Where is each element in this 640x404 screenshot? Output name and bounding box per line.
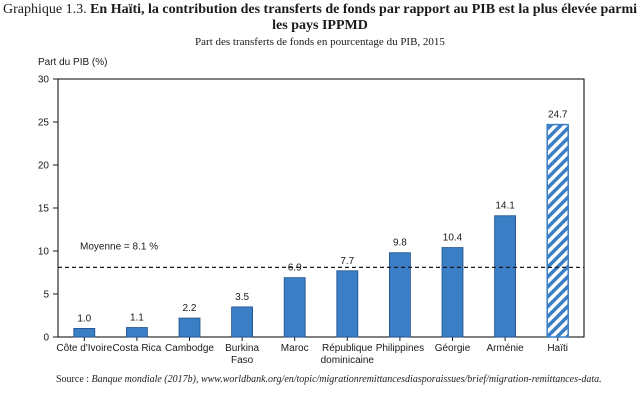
data-label: 3.5	[235, 292, 249, 303]
x-tick-label-line: Géorgie	[435, 343, 471, 354]
bar	[178, 317, 201, 338]
x-tick-label: Haïti	[547, 343, 568, 354]
x-tick-label-line: Maroc	[281, 343, 309, 354]
y-tick-label: 30	[38, 75, 50, 86]
x-tick-label: Géorgie	[435, 343, 471, 354]
data-label: 24.7	[548, 110, 568, 121]
data-label: 10.4	[443, 233, 463, 244]
source-label: Source :	[56, 374, 90, 385]
x-tick-label: Cambodge	[165, 343, 214, 354]
x-tick-label: Côte d'Ivoire	[56, 343, 112, 354]
bar-highlight	[546, 123, 569, 338]
y-tick-label: 15	[38, 204, 50, 215]
x-tick-label: Maroc	[281, 343, 309, 354]
data-label: 2.2	[183, 303, 197, 314]
source-text: Banque mondiale (2017b), www.worldbank.o…	[91, 374, 602, 385]
source-note: Source : Banque mondiale (2017b), www.wo…	[56, 373, 616, 386]
data-label: 14.1	[495, 201, 515, 212]
average-label: Moyenne = 8.1 %	[80, 241, 158, 252]
bar	[336, 270, 359, 338]
y-tick-label: 10	[38, 247, 50, 258]
y-tick-label: 25	[38, 118, 50, 129]
bar	[441, 247, 464, 338]
x-tick-label-line: Philippines	[376, 343, 424, 354]
data-label: 1.0	[77, 313, 91, 324]
x-tick-label: Arménie	[486, 343, 524, 354]
chart-subtitle: Part des transferts de fonds en pourcent…	[195, 36, 445, 48]
data-label: 9.8	[393, 238, 407, 249]
x-tick-label-line: Cambodge	[165, 343, 214, 354]
x-tick-label: Burkina Faso	[225, 343, 259, 366]
y-axis-label: Part du PIB (%)	[38, 57, 107, 68]
x-tick-label-line: Haïti	[547, 343, 568, 354]
data-label: 6.9	[288, 263, 302, 274]
x-tick-label-line: Arménie	[486, 343, 524, 354]
bar	[388, 252, 411, 338]
y-tick-label: 0	[43, 333, 49, 344]
chart-title-text: En Haïti, la contribution des transferts…	[90, 2, 637, 33]
chart-title: Graphique 1.3. En Haïti, la contribution…	[0, 2, 640, 34]
chart-header: Graphique 1.3. En Haïti, la contribution…	[0, 2, 640, 49]
bar	[73, 327, 96, 338]
bar	[283, 277, 306, 338]
x-tick-label-line: République	[322, 343, 373, 354]
x-tick-label-line: Costa Rica	[112, 343, 161, 354]
y-tick-label: 5	[43, 290, 49, 301]
bar	[126, 327, 148, 338]
x-tick-label: Costa Rica	[112, 343, 161, 354]
x-tick-label-line: Burkina	[225, 343, 259, 354]
x-tick-label-line: Côte d'Ivoire	[56, 343, 112, 354]
data-label: 1.1	[130, 313, 144, 324]
chart-area: Part du PIB (%) 0 5 10 15 20 25 30 Côte d'Ivoire…	[0, 50, 640, 372]
data-label: 7.7	[340, 256, 354, 267]
chart-title-label: Graphique 1.3.	[2, 2, 87, 17]
bar	[494, 215, 517, 338]
bar-chart: Part du PIB (%) 0 5 10 15 20 25 30 Côte d'Ivoire…	[38, 57, 585, 366]
x-tick-label-line: dominicaine	[321, 355, 375, 366]
x-tick-label: Philippines	[376, 343, 424, 354]
x-tick-label-line: Faso	[231, 355, 254, 366]
x-tick-label: République dominicaine	[321, 343, 375, 366]
y-tick-label: 20	[38, 161, 50, 172]
bar	[231, 306, 254, 338]
